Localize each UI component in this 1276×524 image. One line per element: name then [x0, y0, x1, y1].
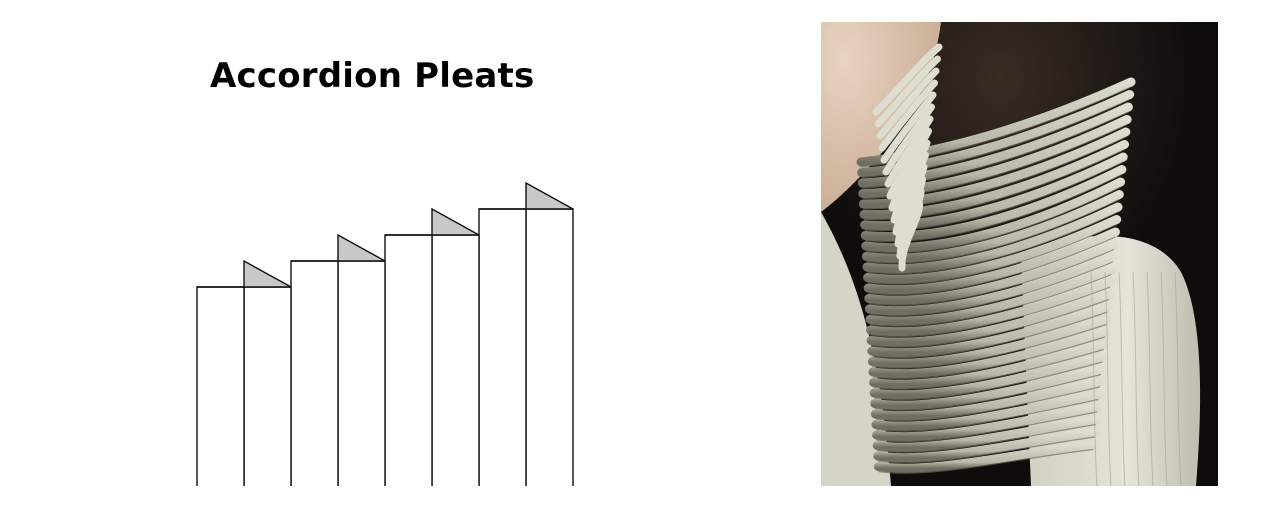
fabric-pleat: [868, 327, 1110, 379]
fabric-pleat: [861, 190, 1124, 263]
sleeve-fold-line: [1174, 271, 1182, 486]
fabric-pleat-shadow: [872, 336, 1106, 380]
pleat-panel: [196, 286, 245, 486]
fabric-pleat-shadow: [875, 386, 1100, 422]
sleeve-folds: [1090, 271, 1182, 486]
fabric-pleat: [859, 140, 1129, 220]
pleat-fold: [243, 259, 292, 288]
collar-pleat: [886, 127, 932, 200]
fabric-pleat: [870, 377, 1105, 421]
fabric-pleat: [873, 427, 1100, 463]
fabric-pleat-shadow: [874, 361, 1103, 401]
fabric-pleat-shadow: [861, 98, 1130, 179]
fabric-pleat: [872, 415, 1101, 452]
collar-pleat: [888, 139, 931, 212]
fabric-pleat: [870, 365, 1106, 410]
sleeve-fold-line: [1104, 271, 1112, 486]
fabric-pleat: [866, 277, 1115, 337]
fabric-pleat: [863, 215, 1122, 284]
fabric-pleat: [869, 352, 1107, 400]
fabric-pleat-shadow: [878, 448, 1094, 474]
sleeve-fold-line: [1146, 271, 1154, 486]
collar-pleat: [878, 79, 938, 152]
fabric-pleat: [866, 290, 1114, 347]
sleeve-fold-line: [1090, 271, 1098, 486]
fabric-pleat-shadow: [876, 411, 1098, 443]
collar-pleat: [882, 103, 935, 176]
fabric-pleat: [873, 440, 1098, 473]
pleat-panel: [431, 234, 480, 486]
fabric-pleat-shadow: [869, 273, 1112, 327]
fabric-pleat: [869, 340, 1109, 389]
fabric-pleat: [871, 390, 1103, 431]
fabric-pleat-shadow: [877, 423, 1096, 453]
collar-pleat: [890, 151, 929, 224]
collar-pleat: [880, 91, 937, 164]
fabric-pleat-shadow: [864, 161, 1124, 232]
fabric-pleat-shadow: [867, 223, 1117, 285]
pleat-panel: [384, 234, 433, 486]
collar-pleat: [898, 199, 924, 272]
pleat-panel: [337, 260, 386, 486]
fabric-pleat-shadow: [870, 286, 1111, 338]
fabric-pleat-shadow: [871, 298, 1110, 348]
fabric-pleat: [865, 265, 1116, 326]
sleeve-fold-line: [1132, 271, 1140, 486]
fabric-pleat: [872, 402, 1102, 442]
fabric-pleat: [861, 177, 1126, 253]
pleat-panel: [525, 208, 574, 486]
fabric-pleat-shadow: [874, 373, 1102, 411]
accordion-pleat-diagram: [196, 181, 574, 486]
fabric-pleat-shadow: [869, 261, 1114, 317]
fabric-pleat-shadow: [877, 436, 1095, 464]
fabric-pleat-shadow: [872, 323, 1107, 369]
fabric-pleat-shadow: [865, 173, 1123, 243]
pleat-stack: [856, 43, 1136, 474]
fabric-pleat-shadow: [866, 198, 1120, 264]
collar-pleat: [874, 55, 941, 128]
collar-pleat: [896, 187, 925, 260]
fabric-pleat-shadow: [866, 211, 1119, 275]
fabric-pleat-shadow: [868, 248, 1115, 306]
pleat-panel: [290, 260, 339, 486]
pleat-panel: [478, 208, 527, 486]
collar-pleat: [876, 67, 940, 140]
sleeve-fold-line: [1160, 271, 1168, 486]
collar-pleat: [892, 163, 928, 236]
pleated-collar-photo: [821, 22, 1218, 486]
fabric-pleat-shadow: [868, 236, 1116, 296]
fabric-pleat-shadow: [875, 398, 1099, 432]
fabric-pleat: [867, 315, 1111, 368]
fabric-pleat: [860, 152, 1128, 230]
pleat-fold: [337, 233, 386, 262]
pleat-fold: [525, 181, 574, 210]
fabric-pleat-shadow: [871, 311, 1108, 359]
fabric-pleat: [862, 202, 1123, 274]
pleat-panel: [243, 286, 292, 486]
fabric-pleat-shadow: [865, 186, 1121, 254]
fabric-pleat: [863, 227, 1120, 295]
diagram-title: Accordion Pleats: [210, 56, 535, 96]
sleeve-fold-line: [1118, 271, 1126, 486]
fabric-pleat: [864, 240, 1119, 305]
fabric-pleat-shadow: [873, 348, 1104, 390]
collar-pleat: [894, 175, 926, 248]
collar-pleat: [884, 115, 934, 188]
fabric-pleat: [867, 302, 1113, 358]
fabric-pleat: [860, 165, 1127, 241]
pleat-fold: [431, 207, 480, 236]
fabric-pleat: [864, 252, 1118, 316]
collar-pleat: [872, 43, 943, 116]
